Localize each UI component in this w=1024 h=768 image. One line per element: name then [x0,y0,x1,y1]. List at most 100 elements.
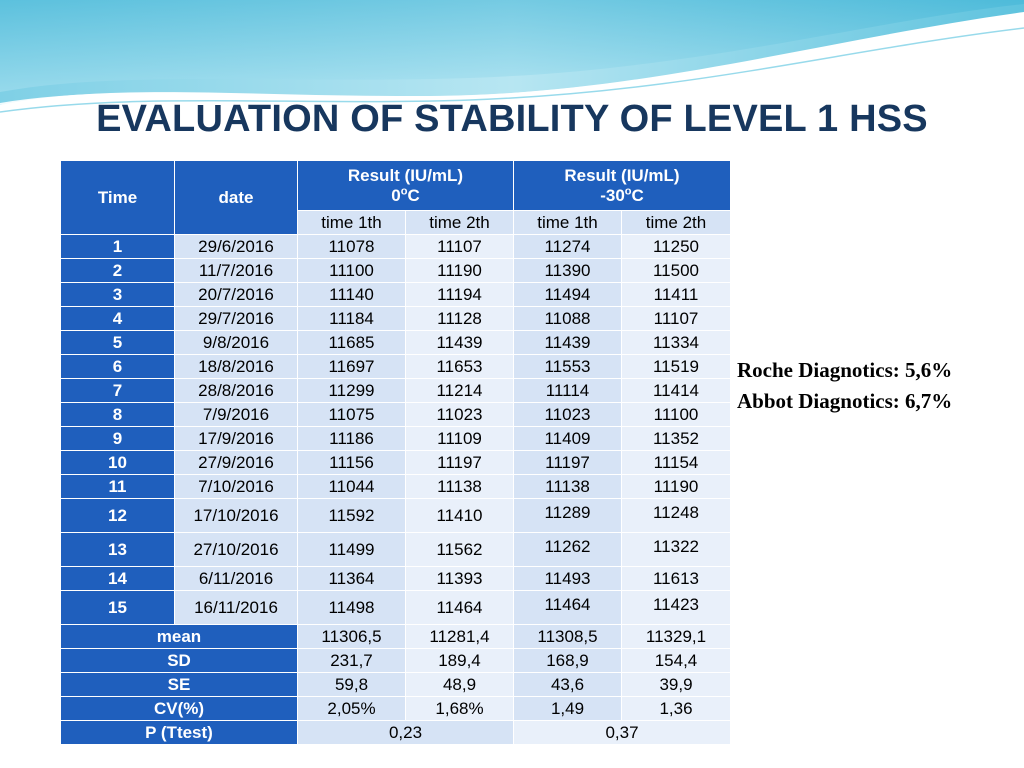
table-row: 3 20/7/2016 11140 11194 11494 11411 [60,282,731,307]
value-cell: 11190 [405,258,514,283]
table-row: 1 29/6/2016 11078 11107 11274 11250 [60,234,731,259]
date-cell: 6/11/2016 [174,566,298,591]
stat-value-cell: 231,7 [297,648,406,673]
value-cell: 11439 [513,330,622,355]
value-cell: 11100 [621,402,731,427]
row-index-cell: 12 [60,498,175,533]
date-cell: 7/10/2016 [174,474,298,499]
row-index-cell: 15 [60,590,175,625]
subheader-cell: time 2th [405,210,514,235]
table-row: 11 7/10/2016 11044 11138 11138 11190 [60,474,731,499]
table-row: 14 6/11/2016 11364 11393 11493 11613 [60,566,731,591]
value-cell: 11364 [297,566,406,591]
row-index-cell: 11 [60,474,175,499]
value-cell: 11519 [621,354,731,379]
table-row: 2 11/7/2016 11100 11190 11390 11500 [60,258,731,283]
value-cell: 11352 [621,426,731,451]
row-index-cell: 7 [60,378,175,403]
value-cell: 11289 [513,498,622,533]
stat-value-cell: 39,9 [621,672,731,697]
stat-row: SE 59,8 48,9 43,6 39,9 [60,672,731,697]
stat-row: mean 11306,5 11281,4 11308,5 11329,1 [60,624,731,649]
value-cell: 11023 [405,402,514,427]
header-result-0c-temp: 0oC [391,184,420,205]
value-cell: 11500 [621,258,731,283]
value-cell: 11697 [297,354,406,379]
value-cell: 11107 [621,306,731,331]
stat-value-cell: 154,4 [621,648,731,673]
value-cell: 11613 [621,566,731,591]
ttest-value-cell: 0,23 [297,720,514,745]
value-cell: 11299 [297,378,406,403]
stat-value-cell: 11329,1 [621,624,731,649]
value-cell: 11044 [297,474,406,499]
date-cell: 17/9/2016 [174,426,298,451]
date-cell: 7/9/2016 [174,402,298,427]
value-cell: 11414 [621,378,731,403]
value-cell: 11411 [621,282,731,307]
decorative-wave-banner [0,0,1024,113]
row-index-cell: 9 [60,426,175,451]
ttest-value-cell: 0,37 [513,720,731,745]
value-cell: 11423 [621,590,731,625]
stat-value-cell: 1,36 [621,696,731,721]
value-cell: 11156 [297,450,406,475]
value-cell: 11498 [297,590,406,625]
subheader-cell: time 2th [621,210,731,235]
slide-title: EVALUATION OF STABILITY OF LEVEL 1 HSS [96,98,928,140]
stat-label: SD [60,648,298,673]
stat-value-cell: 1,49 [513,696,622,721]
value-cell: 11439 [405,330,514,355]
value-cell: 11262 [513,532,622,567]
stat-value-cell: 168,9 [513,648,622,673]
date-cell: 27/10/2016 [174,532,298,567]
table-row: 12 17/10/2016 11592 11410 11289 11248 [60,498,731,533]
header-result-minus30c-temp: -30oC [600,184,644,205]
table-row: 7 28/8/2016 11299 11214 11114 11414 [60,378,731,403]
value-cell: 11197 [513,450,622,475]
row-index-cell: 13 [60,532,175,567]
value-cell: 11186 [297,426,406,451]
date-cell: 29/7/2016 [174,306,298,331]
value-cell: 11393 [405,566,514,591]
row-index-cell: 14 [60,566,175,591]
value-cell: 11075 [297,402,406,427]
value-cell: 11390 [513,258,622,283]
date-cell: 27/9/2016 [174,450,298,475]
header-result-0c: Result (IU/mL) 0oC [297,160,514,211]
date-cell: 16/11/2016 [174,590,298,625]
value-cell: 11464 [513,590,622,625]
value-cell: 11274 [513,234,622,259]
value-cell: 11248 [621,498,731,533]
date-cell: 9/8/2016 [174,330,298,355]
stat-value-cell: 11306,5 [297,624,406,649]
stat-label: CV(%) [60,696,298,721]
value-cell: 11592 [297,498,406,533]
stat-value-cell: 1,68% [405,696,514,721]
table-row: 9 17/9/2016 11186 11109 11409 11352 [60,426,731,451]
value-cell: 11653 [405,354,514,379]
stat-value-cell: 59,8 [297,672,406,697]
row-index-cell: 10 [60,450,175,475]
header-time: Time [60,160,175,235]
table-row: 4 29/7/2016 11184 11128 11088 11107 [60,306,731,331]
value-cell: 11138 [405,474,514,499]
value-cell: 11409 [513,426,622,451]
subheader-cell: time 1th [513,210,622,235]
value-cell: 11078 [297,234,406,259]
ttest-label: P (Ttest) [60,720,298,745]
stat-row: CV(%) 2,05% 1,68% 1,49 1,36 [60,696,731,721]
stat-value-cell: 189,4 [405,648,514,673]
value-cell: 11250 [621,234,731,259]
row-index-cell: 1 [60,234,175,259]
table-row: 6 18/8/2016 11697 11653 11553 11519 [60,354,731,379]
row-index-cell: 4 [60,306,175,331]
table-row: 10 27/9/2016 11156 11197 11197 11154 [60,450,731,475]
value-cell: 11562 [405,532,514,567]
header-result-minus30c: Result (IU/mL) -30oC [513,160,731,211]
header-date: date [174,160,298,235]
value-cell: 11334 [621,330,731,355]
table-row: 15 16/11/2016 11498 11464 11464 11423 [60,590,731,625]
stat-value-cell: 2,05% [297,696,406,721]
stat-rows: mean 11306,5 11281,4 11308,5 11329,1 SD 231,7 1… [60,624,731,745]
